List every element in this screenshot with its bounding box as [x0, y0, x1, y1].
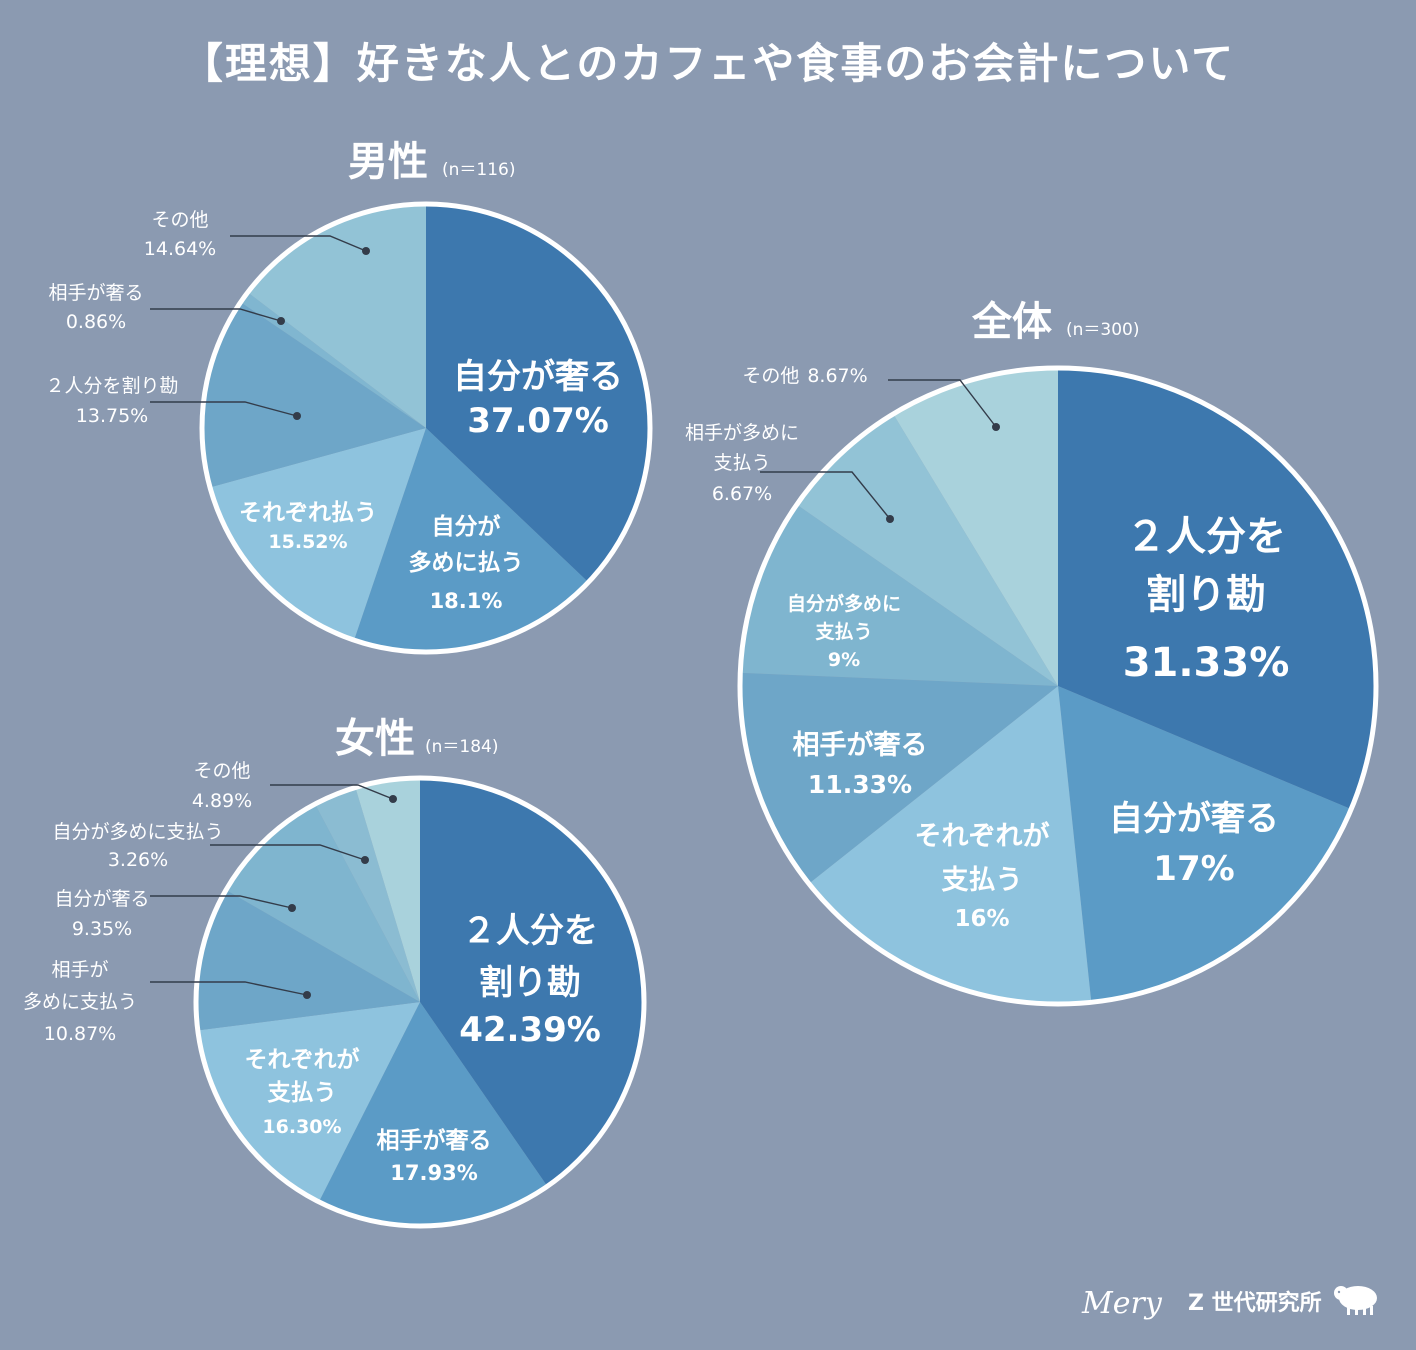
pie-title: 男性	[348, 139, 428, 185]
pie-slice	[740, 672, 1058, 884]
sample-size: (n＝300)	[1066, 320, 1140, 340]
slice-value: 9%	[828, 649, 860, 671]
leader-dot	[288, 904, 296, 912]
leader-dot	[389, 795, 397, 803]
leader-line	[150, 981, 308, 996]
sheep-icon	[1334, 1286, 1377, 1315]
slice-label: その他 8.67%	[742, 365, 867, 387]
slice-value: 16.30%	[262, 1116, 341, 1138]
brand-footer: Mery Z 世代研究所	[1081, 1286, 1377, 1321]
pie-slice	[893, 368, 1058, 686]
pie-outline	[737, 365, 1379, 1007]
slice-label: その他	[151, 209, 208, 231]
pie-slice	[318, 1002, 548, 1226]
slice-value: 4.89%	[192, 790, 252, 812]
leader-line	[150, 401, 298, 417]
leader-dot	[886, 515, 894, 523]
slice-value: 9.35%	[72, 918, 132, 940]
leader-line	[270, 784, 394, 800]
slice-label-text: その他	[742, 365, 799, 387]
pie-slice	[796, 414, 1058, 686]
slice-value: 15.52%	[268, 531, 347, 553]
pie-slice	[420, 778, 645, 1187]
slice-value: 17%	[1153, 849, 1234, 889]
pie-female: 女性 (n＝184) ２人分を割り勘 42.39% 相手が奢る 17.93% それぞれが支払…	[23, 716, 647, 1229]
slice-value: 18.1%	[430, 589, 503, 613]
slice-value: 13.75%	[76, 405, 148, 427]
slice-label: それぞれが支払う	[915, 820, 1050, 896]
slice-value: 42.39%	[459, 1010, 601, 1050]
leader-line	[210, 844, 366, 861]
pie-slice	[355, 778, 420, 1002]
pie-outline	[199, 201, 653, 655]
slice-label: 相手が多めに支払う	[23, 959, 137, 1013]
leader-line	[230, 235, 367, 252]
leader-line	[150, 308, 282, 322]
pie-slice	[240, 292, 426, 428]
slice-label: 自分が多めに支払う	[52, 821, 223, 843]
slice-label: 自分が奢る	[1109, 799, 1279, 839]
pie-outline	[193, 775, 647, 1229]
leader-dot	[362, 247, 370, 255]
slice-label: ２人分を割り勘	[462, 911, 598, 1003]
chart-title: 【理想】好きな人とのカフェや食事のお会計について	[181, 39, 1235, 88]
slice-label: ２人分を割り勘	[45, 375, 178, 397]
slice-label: ２人分を割り勘	[1126, 514, 1286, 618]
pie-slice	[197, 1002, 420, 1202]
pie-slice	[315, 787, 420, 1002]
slice-label: 自分が奢る	[54, 888, 149, 910]
slice-label: それぞれが支払う	[245, 1046, 360, 1106]
pie-slice	[354, 428, 589, 652]
leader-dot	[303, 991, 311, 999]
slice-label: 相手が奢る	[793, 729, 928, 761]
pie-title: 女性	[335, 716, 415, 762]
slice-value: 17.93%	[390, 1161, 477, 1185]
leader-dot	[277, 317, 285, 325]
leader-line	[888, 379, 997, 428]
pie-slice	[210, 428, 426, 641]
slice-label: 自分が多めに払う	[409, 513, 524, 576]
pie-slice	[426, 204, 650, 583]
slice-value: 8.67%	[807, 365, 867, 387]
slice-value: 31.33%	[1123, 640, 1290, 686]
slice-label: 相手が奢る	[377, 1127, 492, 1154]
pie-slice	[196, 890, 420, 1031]
sample-size: (n＝116)	[442, 160, 516, 180]
brand-logo: Mery	[1081, 1286, 1163, 1321]
slice-value: 16%	[954, 906, 1009, 932]
slice-value: 14.64%	[144, 238, 216, 260]
slice-value: 6.67%	[712, 483, 772, 505]
pie-slice	[1058, 686, 1352, 1003]
slice-label: 自分が多めに支払う	[787, 592, 901, 643]
pie-slice	[247, 204, 426, 428]
slice-label: 相手が奢る	[48, 282, 143, 304]
slice-value: 0.86%	[66, 311, 126, 333]
leader-line	[760, 471, 891, 520]
slice-value: 11.33%	[808, 770, 912, 799]
slice-value: 3.26%	[108, 849, 168, 871]
leader-line	[150, 895, 293, 909]
sample-size: (n＝184)	[425, 737, 499, 757]
leader-dot	[361, 856, 369, 864]
slice-value: 37.07%	[467, 401, 609, 441]
slice-label: 自分が奢る	[453, 357, 623, 397]
leader-dot	[992, 423, 1000, 431]
slice-label: 相手が多めに支払う	[685, 422, 799, 474]
pie-slice	[808, 686, 1092, 1004]
pie-overall: 全体 (n＝300) ２人分を割り勘 31.33% 自分が奢る 17% それぞれが支払う 16…	[685, 299, 1379, 1007]
slice-label: その他	[193, 760, 250, 782]
slice-value: 10.87%	[44, 1023, 116, 1045]
pie-title: 全体	[971, 299, 1052, 345]
pie-slice	[202, 302, 426, 488]
slice-label: それぞれ払う	[239, 500, 377, 526]
brand-lab-name: Z 世代研究所	[1188, 1290, 1322, 1316]
leader-dot	[293, 412, 301, 420]
pie-slice	[225, 804, 420, 1002]
pie-slice	[740, 504, 1058, 686]
